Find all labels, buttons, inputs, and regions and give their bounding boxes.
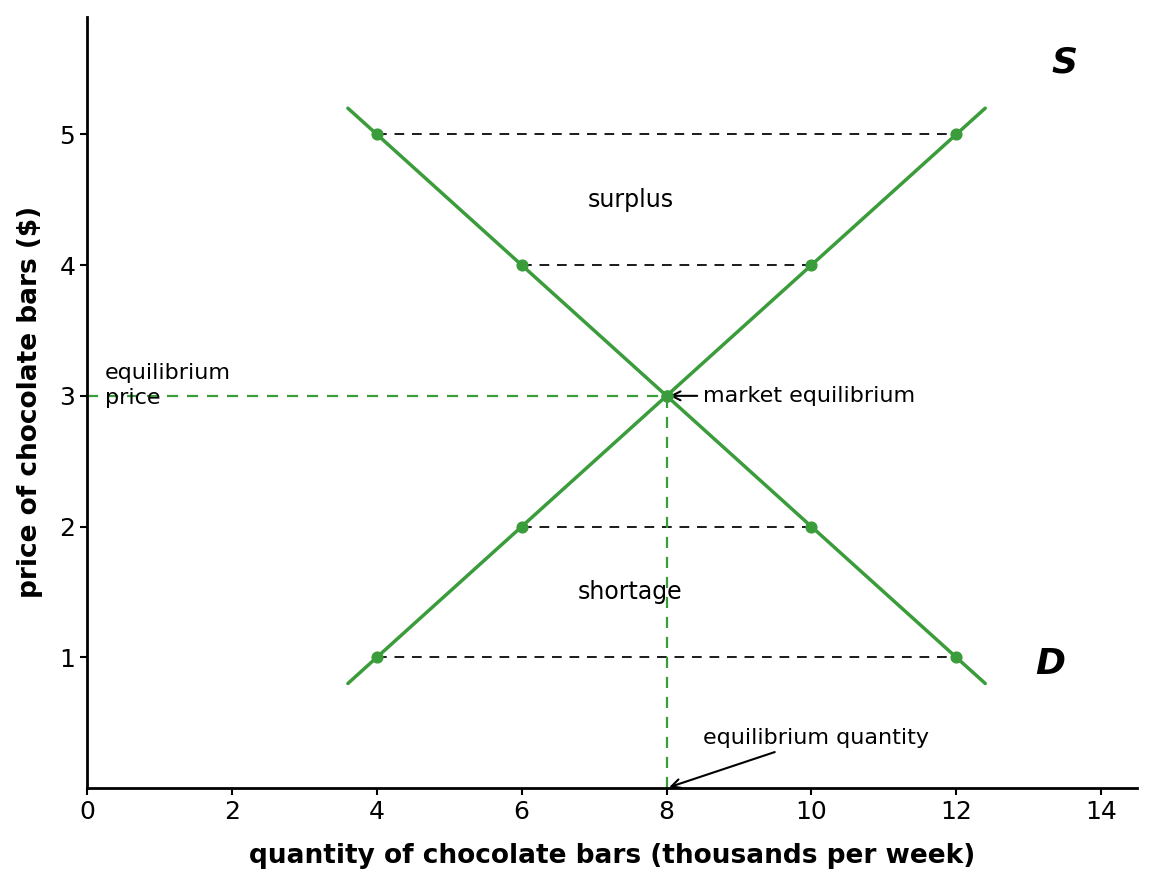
Text: equilibrium
price: equilibrium price — [105, 362, 231, 408]
Point — [368, 650, 387, 664]
X-axis label: quantity of chocolate bars (thousands per week): quantity of chocolate bars (thousands pe… — [249, 843, 975, 869]
Point — [368, 128, 387, 142]
Text: equilibrium quantity: equilibrium quantity — [672, 728, 929, 788]
Point — [802, 258, 820, 272]
Point — [802, 519, 820, 533]
Point — [947, 650, 966, 664]
Text: surplus: surplus — [587, 188, 674, 212]
Text: shortage: shortage — [578, 580, 683, 604]
Point — [658, 389, 676, 403]
Text: S: S — [1052, 45, 1078, 80]
Text: D: D — [1035, 647, 1065, 680]
Y-axis label: price of chocolate bars ($): price of chocolate bars ($) — [16, 206, 43, 598]
Point — [947, 128, 966, 142]
Point — [512, 258, 531, 272]
Point — [512, 519, 531, 533]
Text: market equilibrium: market equilibrium — [672, 385, 915, 406]
Point — [658, 389, 676, 403]
